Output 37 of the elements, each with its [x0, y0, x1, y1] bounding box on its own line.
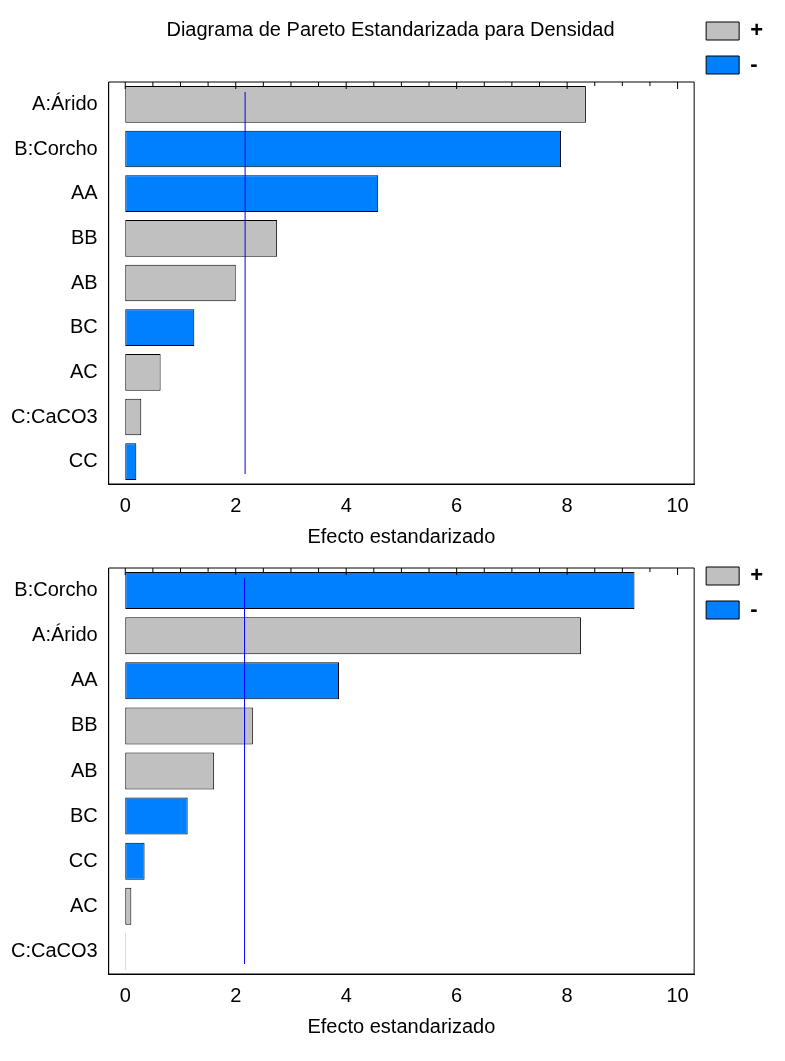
y-tick-label: B:Corcho	[14, 136, 98, 159]
x-axis-title: Efecto estandarizado	[307, 1014, 496, 1037]
x-tick-label: 10	[666, 493, 689, 516]
x-tick-label: 0	[119, 983, 131, 1006]
chart-title: Diagrama de Pareto Estandarizada para Densidad	[166, 17, 615, 40]
x-tick-label: 10	[666, 983, 689, 1006]
legend-label: +	[750, 17, 764, 43]
y-tick-label: BB	[71, 225, 98, 248]
y-tick-label: BC	[69, 315, 98, 338]
x-tick-label: 2	[230, 493, 242, 516]
legend-label: -	[750, 596, 758, 622]
x-tick-label: 8	[561, 493, 573, 516]
y-tick-label: A:Árido	[32, 623, 98, 646]
y-tick-label: C:CaCO3	[10, 404, 98, 427]
x-axis-title: Efecto estandarizado	[307, 524, 496, 547]
y-tick-label: A:Árido	[32, 91, 98, 114]
y-tick-label: CC	[68, 449, 98, 472]
x-tick-label: 6	[451, 983, 463, 1006]
y-tick-label: AC	[69, 359, 98, 382]
x-tick-label: 0	[119, 493, 131, 516]
y-tick-label: CC	[68, 848, 98, 871]
y-tick-label: AA	[71, 181, 99, 204]
x-tick-label: 4	[340, 983, 352, 1006]
x-tick-label: 6	[451, 493, 463, 516]
x-tick-label: 8	[561, 983, 573, 1006]
y-tick-label: B:Corcho	[14, 578, 98, 601]
y-tick-label: AC	[69, 893, 98, 916]
legend-label: +	[750, 562, 764, 588]
y-tick-label: C:CaCO3	[10, 938, 98, 961]
x-tick-label: 4	[340, 493, 352, 516]
y-tick-label: AA	[71, 668, 99, 691]
x-tick-label: 2	[230, 983, 242, 1006]
y-tick-label: BB	[71, 713, 98, 736]
legend-label: -	[750, 51, 758, 77]
y-tick-label: AB	[71, 270, 98, 293]
y-tick-label: AB	[71, 758, 98, 781]
y-tick-label: BC	[69, 803, 98, 826]
